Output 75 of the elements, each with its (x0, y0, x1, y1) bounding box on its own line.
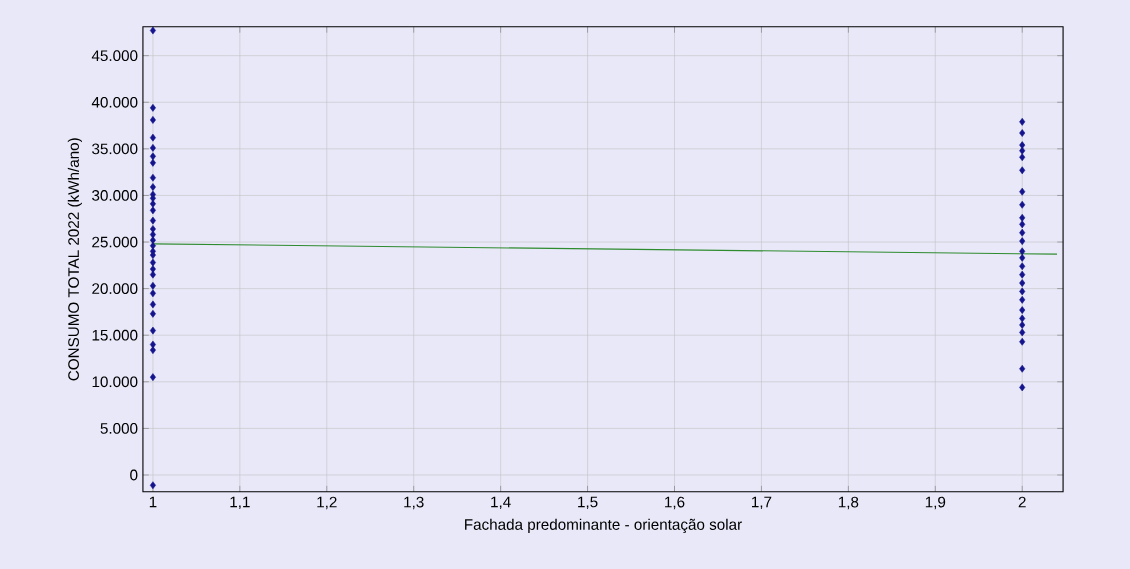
point (1019, 129, 1026, 137)
point (1019, 247, 1026, 256)
point (1019, 337, 1026, 346)
point (149, 144, 156, 152)
point (1019, 254, 1026, 262)
point (149, 281, 156, 290)
x-tick-label: 1,1 (230, 496, 250, 510)
point (149, 236, 156, 245)
point (149, 183, 156, 191)
point (149, 251, 156, 259)
point (1019, 187, 1026, 196)
x-tick-label: 1,3 (404, 496, 424, 510)
point (149, 26, 156, 35)
point (1019, 306, 1026, 314)
x-tick-label: 1,8 (838, 496, 859, 510)
point (149, 309, 156, 318)
point (149, 340, 156, 349)
y-tick-label: 45.000 (91, 50, 138, 62)
point (149, 373, 156, 382)
x-axis-title: Fachada predominante - orientação solar (465, 518, 742, 534)
y-tick-label: 0 (130, 469, 138, 481)
point (1019, 287, 1026, 296)
y-tick-label: 20.000 (92, 283, 138, 295)
y-tick-label: 10.000 (92, 376, 138, 388)
x-tick-label: 1,5 (578, 496, 598, 510)
point (149, 289, 156, 298)
point (149, 199, 156, 208)
y-tick-label: 40.000 (91, 96, 138, 108)
point (149, 258, 156, 267)
point (1019, 200, 1026, 209)
x-tick-label: 1,9 (925, 496, 946, 510)
point (149, 116, 156, 124)
point (149, 270, 156, 279)
point (1019, 279, 1026, 287)
point (149, 346, 156, 355)
point (1019, 364, 1026, 373)
x-tick-label: 1,7 (752, 496, 772, 510)
y-tick-label: 5.000 (100, 423, 138, 434)
y-tick-label: 15.000 (92, 329, 138, 341)
point (1019, 314, 1026, 323)
point (1019, 153, 1026, 162)
point (149, 265, 156, 273)
point (1019, 383, 1026, 392)
point (149, 206, 156, 215)
point (1019, 237, 1026, 246)
point (149, 152, 156, 161)
point (149, 300, 156, 309)
point (149, 173, 156, 182)
point (149, 230, 156, 239)
point (1019, 328, 1026, 337)
y-tick-label: 35.000 (92, 143, 138, 155)
point (149, 158, 156, 167)
point (1019, 166, 1026, 175)
y-tick-label: 25.000 (92, 236, 138, 248)
point (1019, 321, 1026, 329)
point (149, 481, 156, 490)
point (1019, 220, 1026, 229)
point (149, 326, 156, 335)
point (1019, 117, 1026, 126)
point (1019, 146, 1026, 155)
point (149, 103, 156, 112)
y-axis-title: CONSUMO TOTAL 2022 (kWh/ano) (67, 138, 82, 381)
point (1019, 295, 1026, 304)
point (1019, 228, 1026, 237)
point (1019, 262, 1026, 271)
point (149, 216, 156, 225)
x-tick-label: 1,2 (317, 496, 337, 510)
point (149, 133, 156, 142)
x-tick-label: 2 (1018, 496, 1026, 508)
x-tick-label: 1,6 (665, 496, 685, 510)
point (1019, 270, 1026, 279)
point (1019, 213, 1026, 222)
x-tick-label: 1 (149, 496, 157, 508)
y-tick-label: 30.000 (92, 190, 138, 201)
x-tick-label: 1,4 (491, 496, 511, 510)
